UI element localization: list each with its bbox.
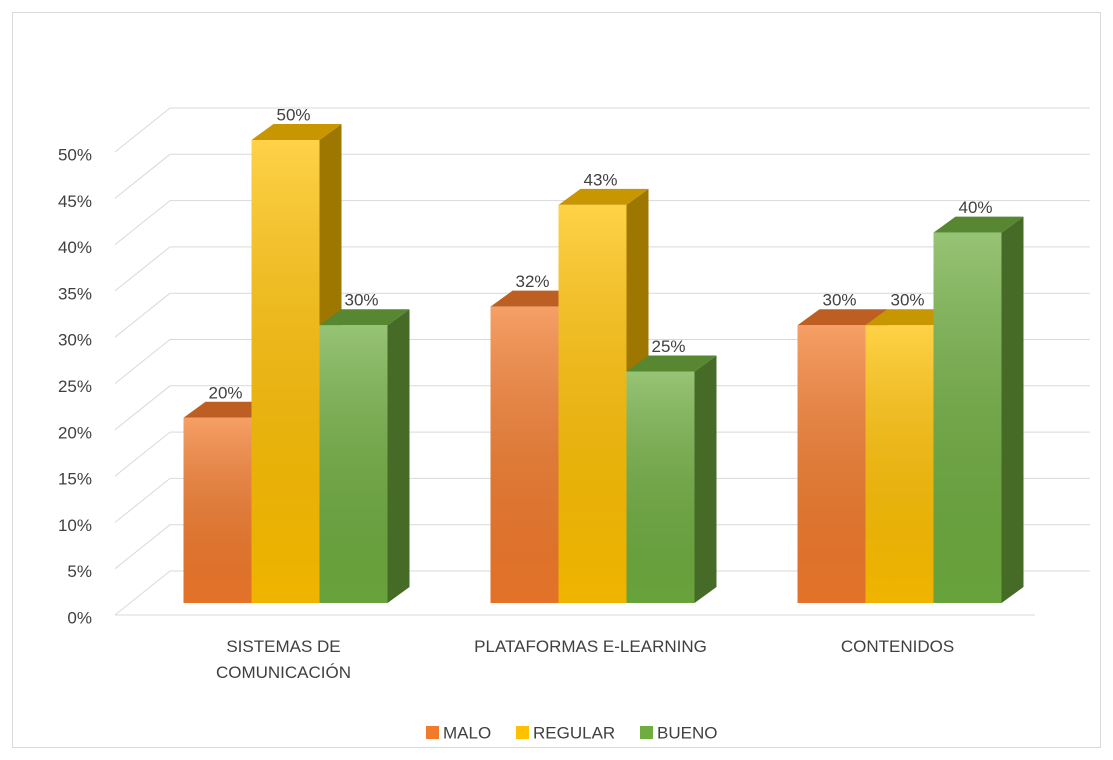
legend-label: BUENO [657,723,717,742]
y-tick-label: 15% [58,470,92,489]
bar-shine [626,371,695,603]
bar-top [558,188,649,205]
data-label: 32% [515,272,549,291]
bar-side [387,309,410,603]
grid-diagonal [114,292,171,338]
y-tick-label: 45% [58,192,92,211]
bar-top [183,401,274,418]
legend-swatch [640,726,653,739]
bar-top [319,309,410,326]
legend-label: REGULAR [533,723,615,742]
bar-top [251,124,342,140]
x-tick-label: CONTENIDOS [840,637,955,656]
bar-shine [865,325,934,603]
data-label: 43% [583,170,617,189]
bar-shine [933,232,1002,603]
y-tick-label: 0% [67,608,92,627]
y-tick-label: 5% [67,562,92,581]
bar-shine [183,417,252,603]
grid-diagonal [114,339,171,384]
bar-shine [490,306,559,603]
grid-diagonal [114,246,171,292]
bar-shine [797,325,866,603]
grid-diagonal [114,478,171,523]
data-label: 25% [651,337,685,356]
data-label: 30% [344,291,378,310]
bar-top [933,216,1024,233]
grid-diagonal [114,385,171,431]
y-tick-label: 20% [58,423,92,442]
legend-label: MALO [443,723,491,742]
data-label: 30% [822,291,856,310]
grid-diagonal [114,524,171,570]
bar-shine [251,140,320,603]
data-label: 50% [276,105,310,124]
grid-diagonal [114,153,171,199]
legend-swatch [426,726,439,739]
x-tick-label: PLATAFORMAS E-LEARNING [474,637,707,656]
bar-side [1001,216,1024,603]
bar-top [490,290,581,307]
bar-top [797,309,888,326]
grid-diagonal [114,107,171,153]
bar-top [865,309,956,326]
y-tick-label: 10% [58,516,92,535]
y-tick-label: 40% [58,238,92,257]
bar-shine [558,204,627,603]
data-label: 30% [890,291,924,310]
bar-side [694,355,717,603]
y-tick-label: 50% [58,145,92,164]
grid-diagonal [114,431,171,477]
grid-diagonal [114,570,171,616]
bar-shine [319,325,388,603]
grid-diagonal [114,200,171,245]
y-tick-label: 35% [58,284,92,303]
legend-swatch [516,726,529,739]
data-label: 20% [208,383,242,402]
data-label: 40% [958,198,992,217]
y-tick-label: 30% [58,331,92,350]
x-tick-label: SISTEMAS DE COMUNICACIÓN [215,637,352,682]
bar-top [626,355,717,372]
y-tick-label: 25% [58,377,92,396]
